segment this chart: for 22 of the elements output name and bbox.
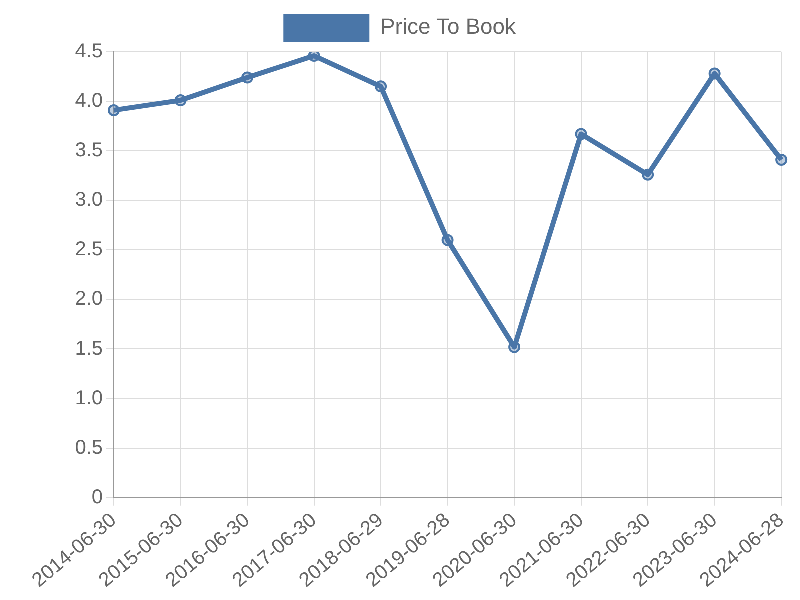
y-tick-label: 1.0 [75,387,103,410]
y-tick-label: 1.5 [75,338,103,360]
y-tick-label: 4.0 [75,90,103,112]
y-tick-label: 2.0 [75,288,103,310]
y-tick-label: 0 [92,486,103,508]
y-tick-label: 2.5 [75,238,103,261]
y-tick-label: 3.0 [75,189,103,212]
point [442,234,454,246]
point [575,128,588,140]
y-tick-label: 3.5 [75,140,103,162]
point [776,154,788,166]
point [174,94,187,107]
point [508,341,521,354]
y-tick-label: 0.5 [75,436,103,459]
legend-label: Price To Book [380,14,517,40]
point [708,68,721,80]
point [108,104,120,116]
point [308,52,320,62]
y-tick-label: 4.5 [75,40,103,63]
point [375,80,388,93]
point [642,168,654,181]
point [242,72,254,84]
